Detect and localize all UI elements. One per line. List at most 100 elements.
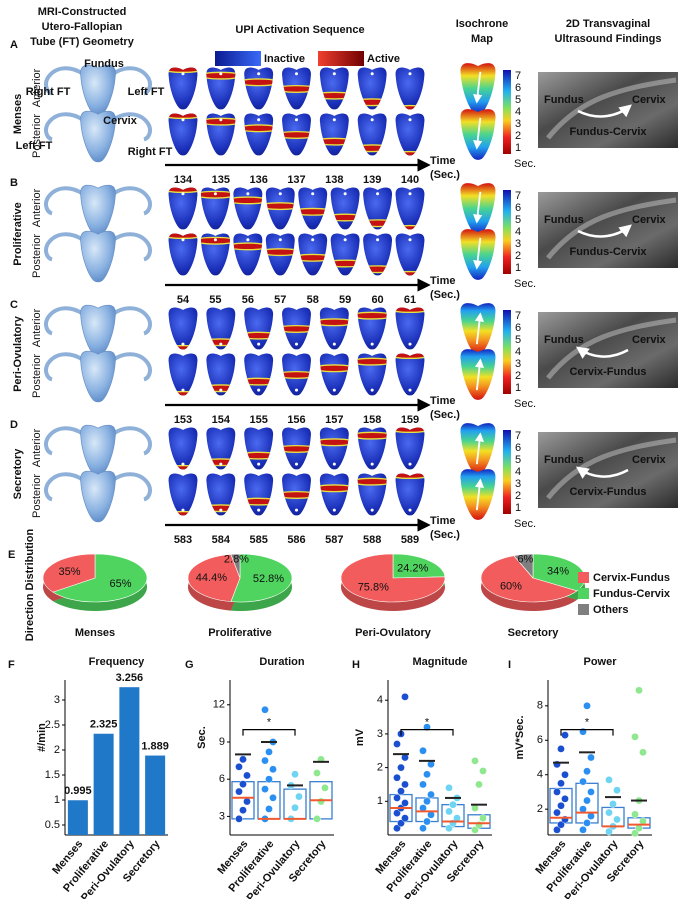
uterus-clip [265,233,295,276]
pacing-site [332,508,336,512]
activation-band [395,224,425,230]
data-point [445,784,453,792]
y-tick-label: 3 [54,694,60,706]
colorbar-tick: 3 [515,478,521,490]
significance-bracket [242,729,296,736]
view-label: Posterior [31,474,43,518]
tissue [233,233,263,276]
y-tick-label: 4 [377,694,383,706]
uterus-clip [319,67,349,110]
uterus-map [357,353,387,396]
time-label: 158 [363,414,381,426]
value-label: 44.4% [196,572,227,584]
data-point [605,776,613,784]
pie-slice [230,553,241,579]
uterus-map [206,307,236,350]
pacing-site [408,118,412,122]
geometry-label: Right FT [26,86,71,98]
data-point [631,829,639,838]
colorbar-tick: 2 [515,490,521,502]
pacing-site [257,342,261,346]
uterus-clip [357,113,387,156]
activation-band [233,196,263,205]
uterus-map [282,427,311,470]
data-point [401,693,409,701]
time-axis-unit: (Sec.) [430,529,460,541]
uterus-clip [206,113,236,156]
tissue [244,67,274,110]
y-tick-label: 9 [219,736,225,748]
colorbar-unit: Sec. [514,398,536,410]
geometry-label: Left FT [16,140,53,152]
legend-swatch [215,51,261,66]
activation-band [282,130,311,139]
colorbar-tick: 5 [515,94,521,106]
colorbar-tick: 5 [515,334,521,346]
pacing-site [408,238,412,242]
pacing-site [332,72,336,76]
category-label: Menses [75,627,115,639]
colorbar-tick: 5 [515,454,521,466]
time-axis-label: Time [430,395,455,407]
data-point [631,810,639,819]
colorbar-tick: 3 [515,238,521,250]
y-tick-label: 0.5 [45,819,60,831]
pacing-site [408,508,412,512]
uterus-map [395,67,425,110]
view-label: Anterior [31,428,43,467]
data-point [313,769,321,777]
colorbar-tick: 6 [515,442,521,454]
time-label: 159 [401,414,419,426]
ultrasound-label: Fundus [544,214,584,226]
uterus-body [80,350,116,403]
uterus-clip [298,187,328,230]
data-point [579,777,587,786]
significance-mark: * [267,717,272,729]
pacing-site [181,118,185,122]
data-point [393,824,401,833]
activation-band [330,259,360,268]
pie-slice [392,553,446,579]
pie-slice [52,553,148,603]
colorbar-tick: 1 [515,502,521,514]
y-tick-label: 2 [537,803,543,815]
data-point [401,814,409,822]
isochrone-map [460,63,496,114]
fallopian-tube [44,472,85,502]
view-label: Posterior [31,114,43,158]
activation-band [357,311,387,320]
colorbar-tick: 2 [515,370,521,382]
data-point [557,779,565,788]
uterus-clip [395,67,425,110]
data-point [321,784,329,792]
pacing-site [311,238,315,242]
data-point [269,765,277,774]
geometry-model [44,184,152,237]
data-point [243,797,251,806]
phase-label: Proliferative [12,202,24,266]
activation-band [395,353,425,359]
data-point [291,770,299,779]
data-point [475,780,483,789]
uterus-map [330,187,360,230]
colorbar-tick: 7 [515,310,521,322]
axis-label: Sec. [196,726,208,749]
uterus-map [168,67,198,110]
uterus-map [357,473,387,516]
chart-title: Direction Distribution [24,529,36,642]
activation-band [357,357,387,366]
time-label: 583 [174,534,192,546]
time-label: 59 [339,294,351,306]
view-label: Posterior [31,234,43,278]
ultrasound-label: Cervix [632,454,667,466]
time-label: 586 [287,534,305,546]
pacing-site [370,508,374,512]
propagation-arrow [474,358,485,391]
uterus-clip [200,187,230,230]
pacing-site [370,72,374,76]
y-tick-label: 1 [54,794,60,806]
tissue-texture [546,437,677,500]
fallopian-tube [44,186,85,216]
uterus-clip [282,113,311,156]
